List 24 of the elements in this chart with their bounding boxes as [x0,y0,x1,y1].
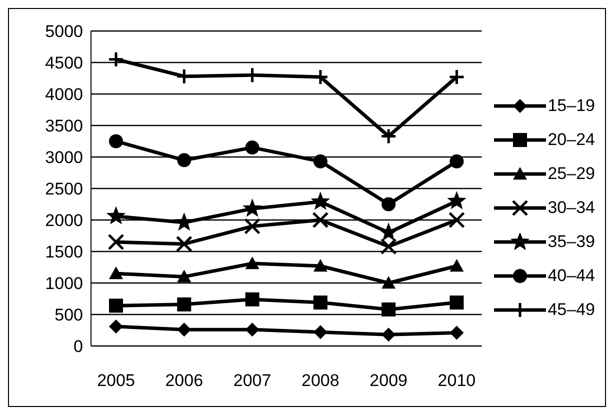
legend-label: 20–24 [548,130,595,150]
x-tick-label: 2010 [438,371,476,390]
y-tick-label: 0 [74,337,83,356]
x-tick-label: 2006 [165,371,204,390]
y-tick-label: 2500 [45,180,83,199]
x-tick-label: 2005 [97,371,135,390]
y-tick-label: 3000 [45,148,83,168]
y-tick-label: 3500 [45,116,83,136]
x-tick-label: 2008 [302,371,340,390]
y-tick-label: 5000 [45,22,83,42]
y-tick-label: 1500 [45,242,83,262]
legend-label: 15–19 [548,96,595,116]
x-tick-label: 2007 [233,371,272,390]
legend-label: 45–49 [548,300,595,320]
legend-label: 35–39 [548,232,595,252]
legend-label: 40–44 [548,266,595,286]
y-tick-label: 500 [54,306,83,325]
x-tick-label: 2009 [370,371,408,390]
legend-label: 25–29 [548,164,595,184]
legend-label: 30–34 [548,198,595,218]
y-tick-label: 4000 [45,85,83,104]
y-tick-label: 1000 [45,274,83,294]
y-tick-label: 4500 [45,54,83,73]
y-tick-label: 2000 [45,211,83,230]
